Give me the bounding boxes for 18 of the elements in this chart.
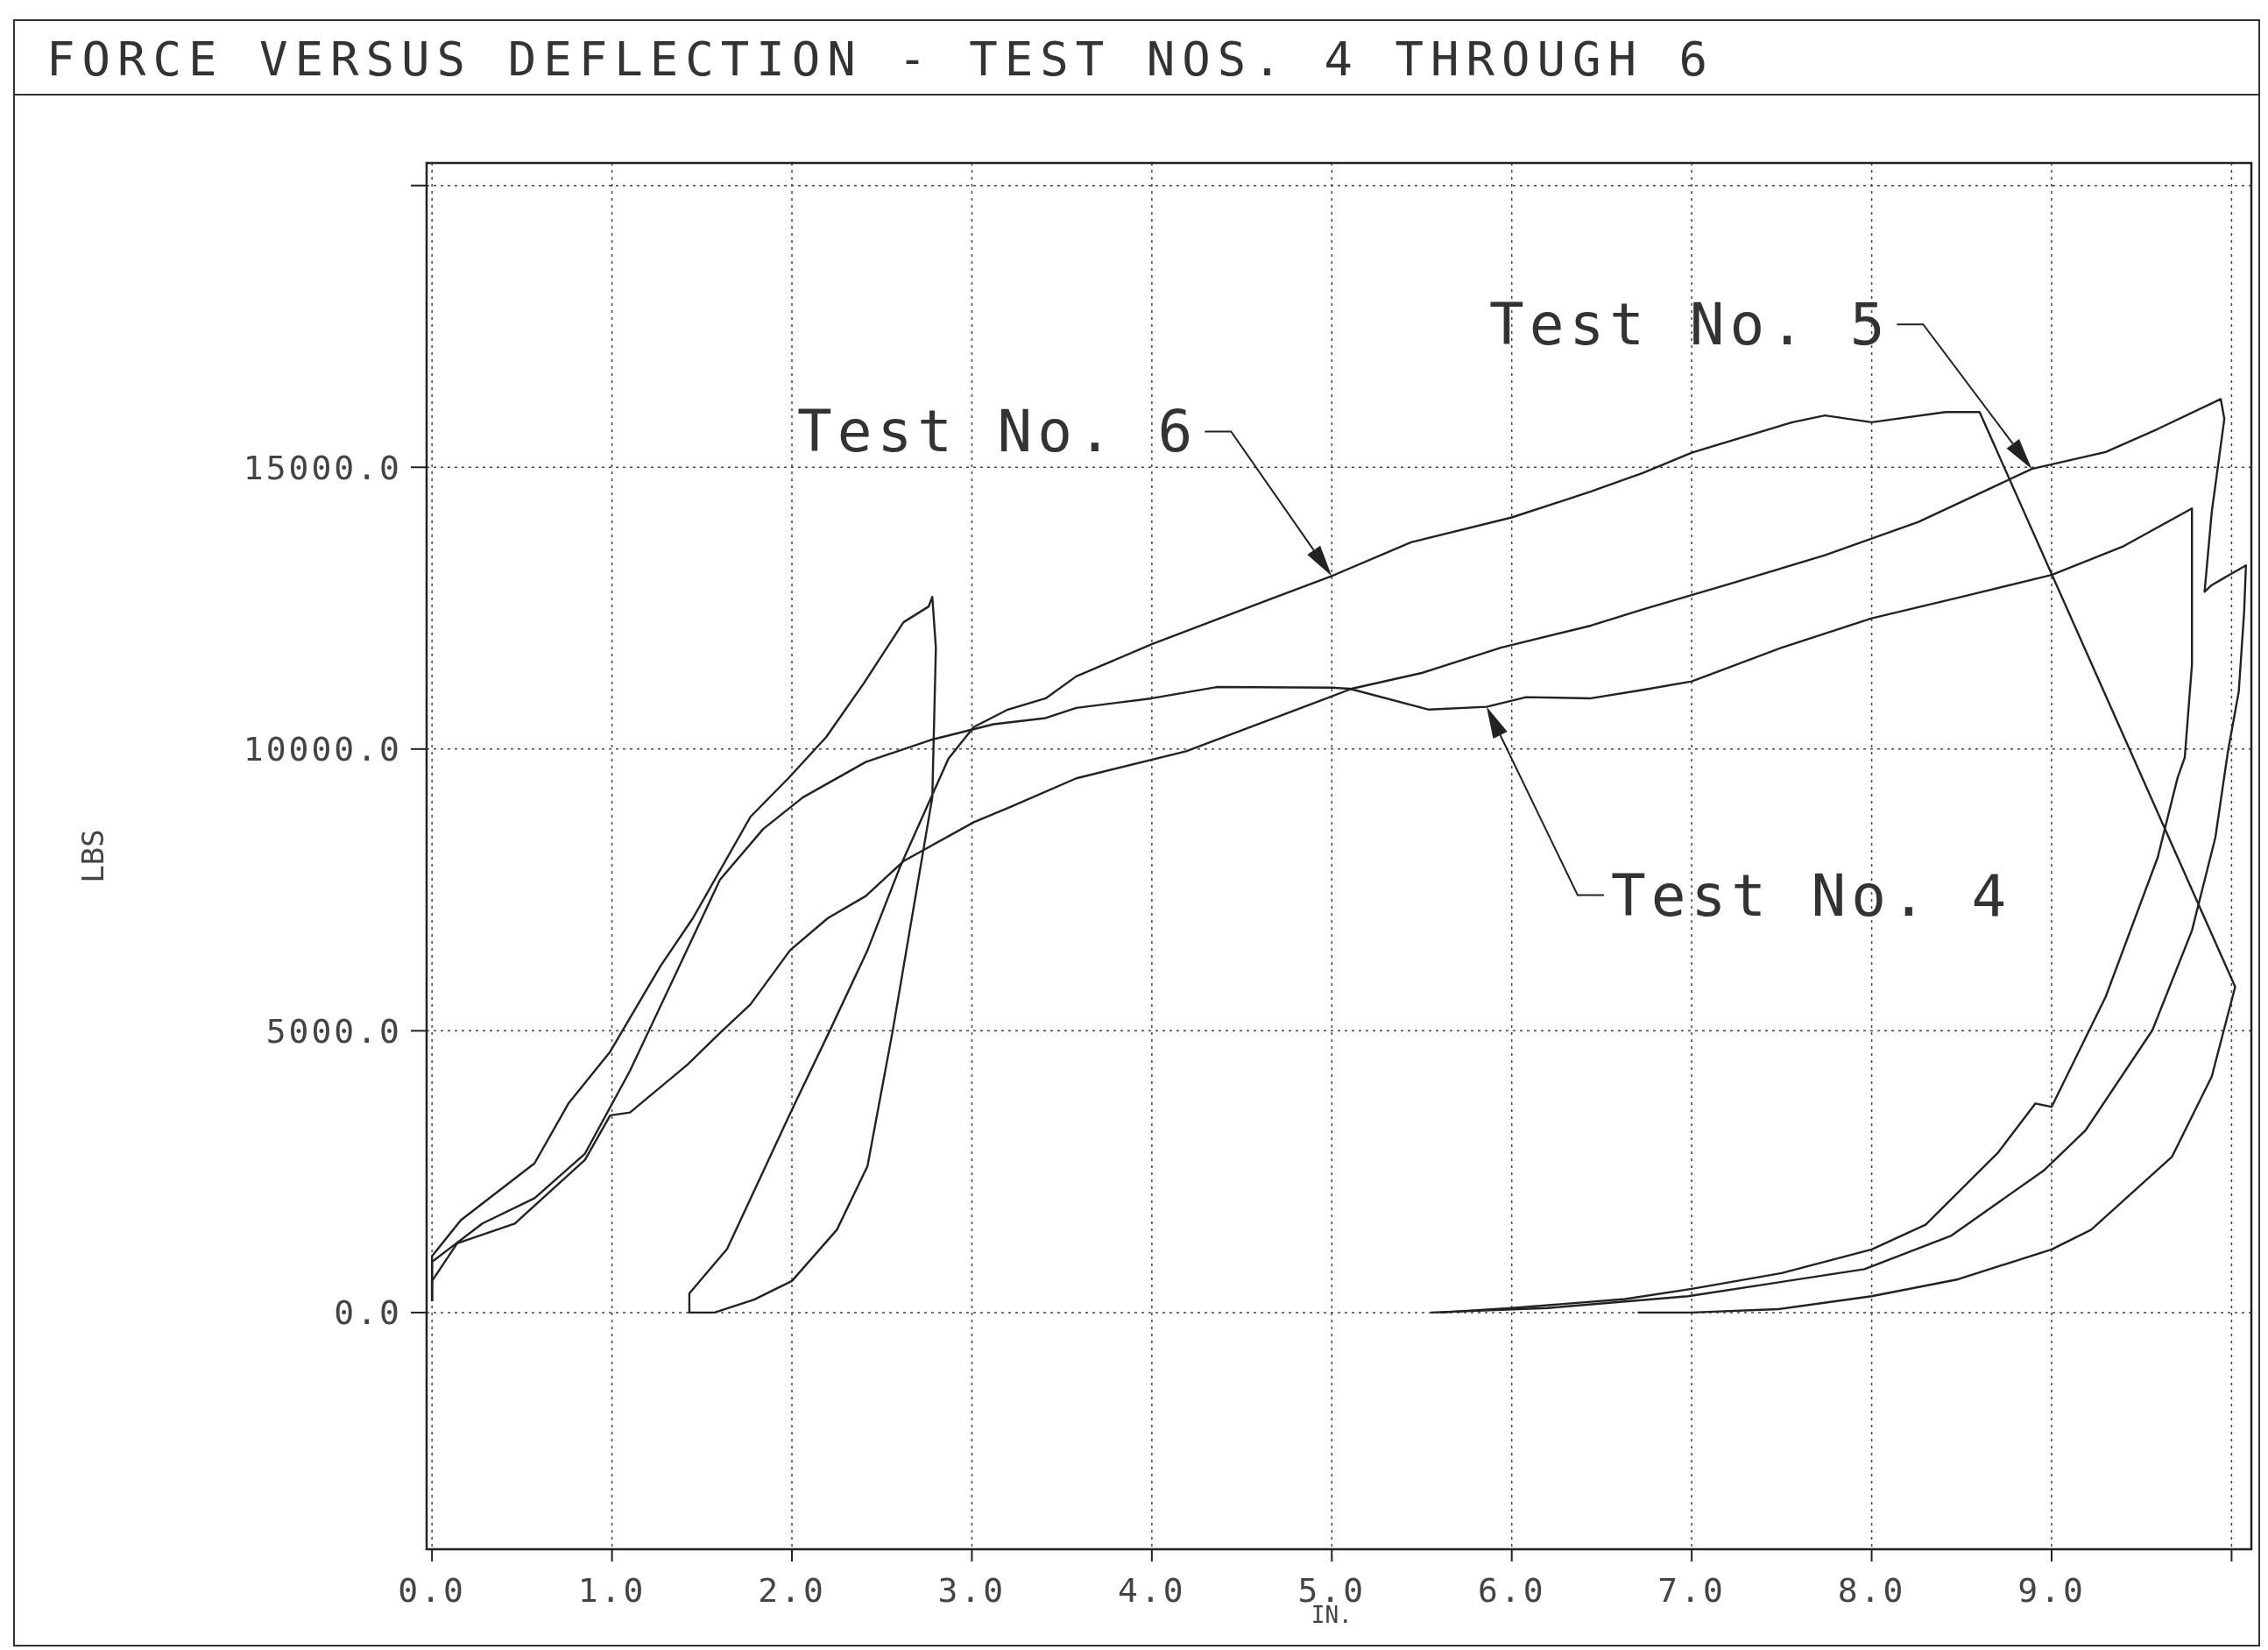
x-tick-label: 2.0 [758, 1571, 826, 1610]
x-tick-label: 0.0 [398, 1571, 466, 1610]
y-tick-label: 0.0 [334, 1293, 402, 1333]
x-tick-label: 9.0 [2017, 1571, 2086, 1610]
x-tick-label: 7.0 [1657, 1571, 1726, 1610]
y-tick-label: 5000.0 [265, 1011, 402, 1051]
x-tick-label: 6.0 [1477, 1571, 1546, 1610]
chart-title: FORCE VERSUS DEFLECTION - TEST NOS. 4 THROUGH 6 [46, 32, 1715, 87]
x-tick-label: 3.0 [937, 1571, 1007, 1610]
y-tick-label: 10000.0 [243, 730, 402, 769]
y-tick-label: 15000.0 [243, 448, 402, 487]
text: Test No. 5 [1489, 291, 1890, 359]
series-label: Test No. 4 [1610, 861, 2012, 930]
y-axis-title: LBS [75, 829, 110, 883]
text: Test No. 6 [796, 398, 1198, 466]
x-tick-label: 4.0 [1118, 1571, 1186, 1610]
x-tick-label: 8.0 [1837, 1571, 1906, 1610]
x-tick-label: 1.0 [577, 1571, 646, 1610]
